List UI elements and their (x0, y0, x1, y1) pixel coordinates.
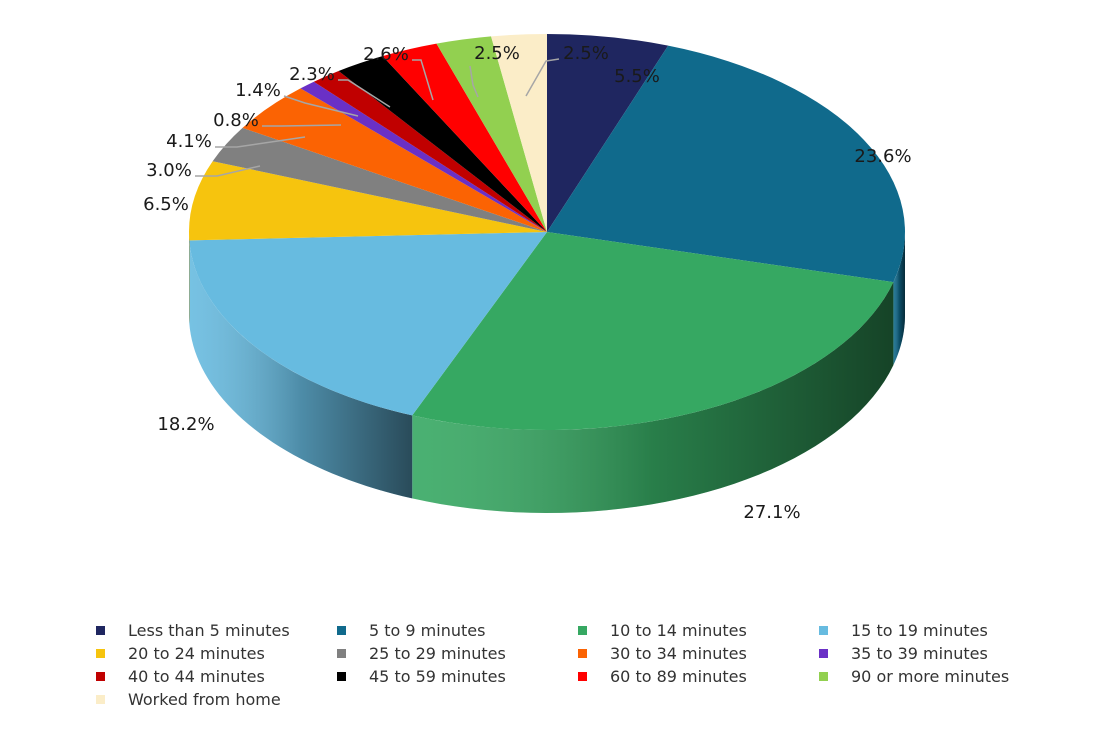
leader-line-5 (195, 165, 261, 177)
legend-label: 30 to 34 minutes (610, 644, 747, 663)
data-label-8: 1.4% (235, 80, 281, 101)
slice-7 (300, 81, 547, 232)
leader-line-11 (469, 65, 479, 98)
leader-line-9 (338, 79, 391, 108)
slice-11 (436, 36, 547, 233)
pie-sides (189, 232, 905, 513)
legend-swatch (96, 649, 105, 658)
legend-swatch (819, 626, 828, 635)
slice-0 (547, 34, 669, 232)
data-label-1: 23.6% (854, 146, 911, 167)
slice-3 (189, 232, 547, 416)
legend-item: 5 to 9 minutes (337, 620, 578, 641)
legend-label: 40 to 44 minutes (128, 667, 265, 686)
legend-item: 35 to 39 minutes (819, 643, 1060, 664)
legend-item: Worked from home (96, 689, 337, 710)
legend-item: 15 to 19 minutes (819, 620, 1060, 641)
data-label-4: 6.5% (143, 194, 189, 215)
leader-line-7 (262, 124, 342, 127)
data-label-11: 2.5% (474, 43, 520, 64)
legend-swatch (819, 649, 828, 658)
legend-swatch (578, 649, 587, 658)
legend-label: Worked from home (128, 690, 281, 709)
data-label-12: 2.5% (563, 43, 609, 64)
legend: Less than 5 minutes 5 to 9 minutes 10 to 1… (96, 620, 1056, 710)
legend-label: 10 to 14 minutes (610, 621, 747, 640)
legend-label: 90 or more minutes (851, 667, 1010, 686)
legend-label: 5 to 9 minutes (369, 621, 486, 640)
legend-label: Less than 5 minutes (128, 621, 290, 640)
legend-swatch (337, 672, 346, 681)
data-label-2: 27.1% (743, 502, 800, 523)
data-labels: 5.5% 23.6% 27.1% 18.2% 6.5% 3.0% 4.1%0.8% 1.4% 2… (143, 43, 911, 523)
leader-line-12 (525, 58, 560, 97)
data-label-9: 2.3% (289, 64, 335, 85)
legend-item: 25 to 29 minutes (337, 643, 578, 664)
legend-swatch (96, 626, 105, 635)
legend-item: 45 to 59 minutes (337, 666, 578, 687)
pie-slices (188, 33, 905, 430)
data-label-0: 5.5% (614, 66, 660, 87)
legend-label: 15 to 19 minutes (851, 621, 988, 640)
slice-8 (313, 71, 547, 232)
legend-swatch (96, 672, 105, 681)
slice-side-shade-2 (412, 282, 894, 513)
legend-label: 45 to 59 minutes (369, 667, 506, 686)
slice-2 (412, 232, 894, 430)
legend-swatch (337, 626, 346, 635)
legend-label: 20 to 24 minutes (128, 644, 265, 663)
legend-item: Less than 5 minutes (96, 620, 337, 641)
leader-lines (195, 58, 560, 177)
legend-swatch (578, 626, 587, 635)
leader-line-8 (283, 95, 359, 117)
legend-item: 20 to 24 minutes (96, 643, 337, 664)
data-label-7: 0.8% (213, 110, 259, 131)
legend-swatch (96, 695, 105, 704)
slice-6 (242, 88, 548, 232)
slice-side-shade-1 (893, 232, 905, 366)
slice-9 (338, 56, 547, 232)
data-label-3: 18.2% (157, 414, 214, 435)
slice-side-shade-3 (189, 240, 413, 499)
legend-swatch (337, 649, 346, 658)
leader-line-10 (412, 59, 434, 101)
legend-item: 40 to 44 minutes (96, 666, 337, 687)
data-label-10: 2.6% (363, 44, 409, 65)
legend-label: 60 to 89 minutes (610, 667, 747, 686)
legend-swatch (578, 672, 587, 681)
slice-5 (212, 127, 547, 232)
slice-1 (547, 45, 905, 283)
legend-item: 30 to 34 minutes (578, 643, 819, 664)
legend-item: 10 to 14 minutes (578, 620, 819, 641)
legend-label: 25 to 29 minutes (369, 644, 506, 663)
legend-item: 60 to 89 minutes (578, 666, 819, 687)
legend-label: 35 to 39 minutes (851, 644, 988, 663)
slice-10 (382, 43, 547, 232)
data-label-5: 3.0% (146, 160, 192, 181)
legend-item: 90 or more minutes (819, 666, 1060, 687)
data-label-6: 4.1% (166, 131, 212, 152)
legend-swatch (819, 672, 828, 681)
slice-4 (188, 161, 547, 241)
leader-line-6 (215, 136, 306, 148)
